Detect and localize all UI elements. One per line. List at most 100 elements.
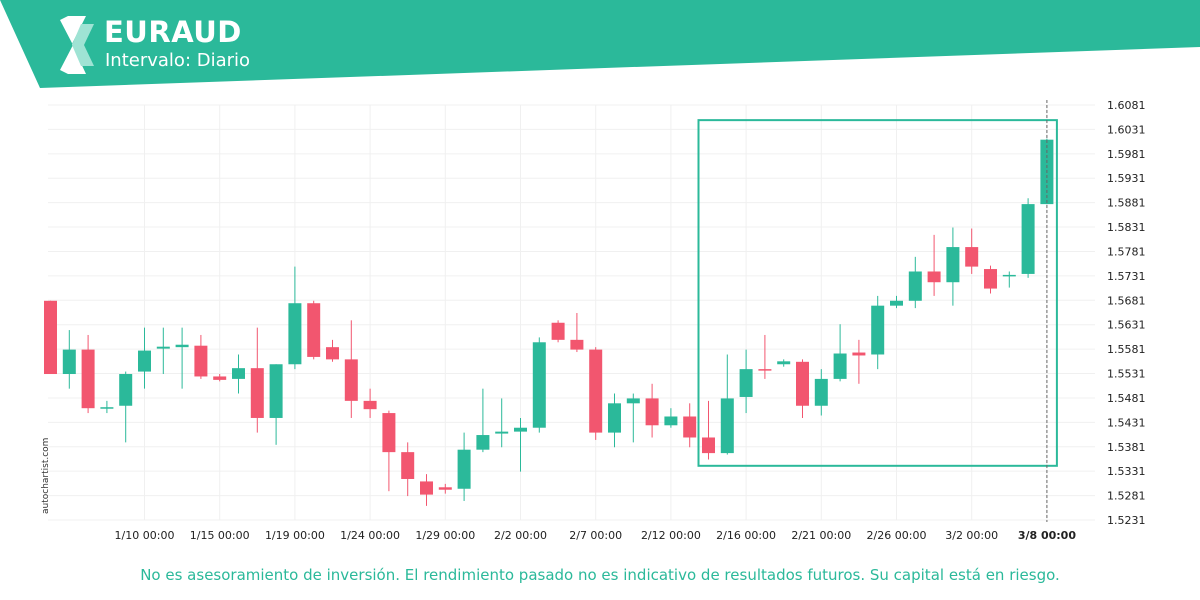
- candle-body: [62, 349, 76, 375]
- candle: [777, 359, 791, 367]
- x-tick-label: 3/2 00:00: [945, 529, 998, 542]
- candle: [758, 334, 772, 379]
- candle-body: [438, 487, 452, 490]
- y-tick-label: 1.6081: [1107, 99, 1146, 112]
- x-tick-label: 2/2 00:00: [494, 529, 547, 542]
- candle-body: [363, 400, 377, 410]
- candle-body: [476, 435, 490, 450]
- x-tick-label: 2/16 00:00: [716, 529, 776, 542]
- candle: [965, 228, 979, 274]
- y-tick-label: 1.5531: [1107, 368, 1146, 381]
- header-banner: [0, 0, 1200, 88]
- candle-body: [514, 427, 527, 432]
- candle: [796, 359, 809, 418]
- candle: [156, 327, 170, 375]
- candle: [645, 383, 659, 438]
- candle: [514, 417, 527, 472]
- candle: [138, 327, 151, 389]
- y-tick-label: 1.5281: [1107, 490, 1146, 503]
- candle-body: [852, 352, 866, 356]
- candle: [363, 388, 377, 418]
- candle-body: [532, 342, 546, 428]
- candle: [401, 442, 415, 497]
- candle: [438, 483, 452, 494]
- candles: [44, 138, 1054, 506]
- candle: [683, 403, 697, 448]
- candle-body: [946, 247, 960, 283]
- candle-body: [1021, 204, 1035, 274]
- y-tick-label: 1.5231: [1107, 514, 1146, 527]
- candle-body: [645, 398, 659, 426]
- x-tick-label: 1/29 00:00: [415, 529, 475, 542]
- candle-body: [307, 303, 321, 357]
- candle-body: [1002, 274, 1016, 277]
- candle: [626, 393, 640, 443]
- candle: [326, 339, 339, 362]
- candle-body: [81, 349, 95, 409]
- autochartist-logo-icon: [60, 16, 94, 74]
- candle: [232, 354, 245, 394]
- x-tick-label: 3/8 00:00: [1018, 529, 1077, 542]
- candle-body: [250, 368, 264, 418]
- candle-body: [420, 481, 433, 495]
- candle-body: [344, 359, 358, 401]
- candle-body: [401, 452, 415, 479]
- candle-body: [138, 350, 151, 372]
- y-tick-label: 1.5481: [1107, 392, 1146, 405]
- candle: [213, 374, 227, 382]
- candle: [702, 400, 715, 460]
- candle: [608, 393, 621, 448]
- candle: [890, 295, 903, 309]
- candle: [344, 320, 358, 418]
- candle-body: [608, 403, 621, 433]
- candle-body: [457, 449, 471, 489]
- candle-body: [927, 271, 941, 283]
- x-tick-label: 1/24 00:00: [340, 529, 400, 542]
- candle: [288, 266, 302, 370]
- candle: [739, 349, 753, 414]
- y-tick-label: 1.5381: [1107, 441, 1146, 454]
- candle: [946, 227, 960, 306]
- candle-body: [683, 416, 697, 438]
- candle-body: [814, 378, 828, 406]
- candle: [570, 312, 584, 353]
- candle-body: [213, 376, 227, 380]
- candle: [119, 371, 133, 443]
- candle-body: [326, 347, 339, 360]
- candle-body: [156, 346, 170, 349]
- x-tick-label: 2/21 00:00: [791, 529, 851, 542]
- candle-body: [495, 431, 509, 434]
- candle-body: [44, 300, 57, 375]
- y-tick-label: 1.5331: [1107, 465, 1146, 478]
- candle-body: [965, 247, 979, 267]
- candle-body: [777, 361, 791, 365]
- candle-body: [626, 398, 640, 404]
- candle-body: [589, 349, 603, 433]
- y-tick-label: 1.5981: [1107, 148, 1146, 161]
- candle-body: [833, 353, 847, 379]
- candle: [307, 300, 321, 360]
- candle: [927, 234, 941, 296]
- candle: [532, 337, 546, 433]
- candle-body: [739, 369, 753, 397]
- y-tick-label: 1.5681: [1107, 294, 1146, 307]
- candle-body: [720, 398, 734, 454]
- y-tick-label: 1.5931: [1107, 172, 1146, 185]
- candle: [1002, 271, 1016, 288]
- candle: [100, 400, 114, 414]
- candle-body: [119, 374, 133, 406]
- candle-body: [702, 437, 715, 454]
- candle: [589, 347, 603, 440]
- interval-label: Intervalo: Diario: [105, 50, 251, 71]
- y-axis: 1.6081 1.6031 1.5981 1.5931 1.5881 1.5831 1.57…: [1107, 99, 1146, 527]
- candle: [250, 327, 264, 433]
- candle-body: [570, 339, 584, 350]
- candle: [1021, 198, 1035, 278]
- candle: [908, 256, 922, 309]
- candle-body: [890, 300, 903, 306]
- y-tick-label: 1.5731: [1107, 270, 1146, 283]
- candle-body: [232, 368, 245, 379]
- candle: [194, 334, 208, 379]
- candle: [551, 320, 565, 343]
